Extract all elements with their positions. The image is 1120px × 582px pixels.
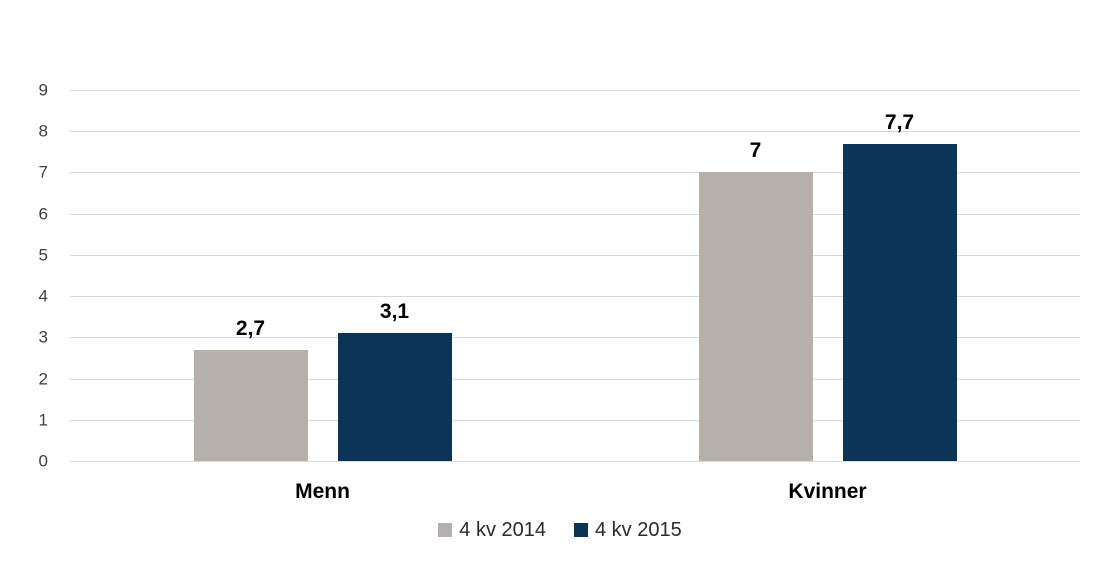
bar-4-kv-2015-kvinner — [842, 143, 957, 461]
gridline — [70, 90, 1080, 91]
legend-swatch-icon — [438, 523, 453, 537]
x-axis-category-labels: Menn Kvinner — [70, 480, 1080, 506]
gridline — [70, 419, 1080, 421]
gridline — [70, 172, 1080, 174]
y-axis-tick-label: 3 — [38, 327, 48, 347]
gridline — [70, 254, 1080, 256]
y-axis-tick-label: 8 — [38, 121, 48, 141]
y-axis-tick-label: 7 — [38, 162, 48, 182]
bar-4-kv-2015-menn — [337, 333, 452, 461]
legend-label: 4 kv 2014 — [459, 519, 546, 541]
data-label-4-kv-2014-menn: 2,7 — [235, 316, 266, 340]
data-label-4-kv-2015-kvinner: 7,7 — [884, 110, 915, 134]
gridline — [70, 213, 1080, 215]
legend: 4 kv 2014 4 kv 2015 — [0, 520, 1120, 540]
legend-item-4-kv-2015: 4 kv 2015 — [574, 520, 682, 540]
data-label-4-kv-2014-kvinner: 7 — [749, 139, 762, 163]
gridline — [70, 296, 1080, 298]
legend-item-4-kv-2014: 4 kv 2014 — [438, 520, 546, 540]
bar-4-kv-2014-menn — [193, 349, 308, 461]
y-axis-tick-label: 0 — [38, 451, 48, 471]
y-axis-tick-label: 4 — [38, 286, 48, 306]
y-axis-tick-label: 9 — [38, 80, 48, 100]
gridline — [70, 131, 1080, 133]
bar-4-kv-2014-kvinner — [698, 172, 813, 461]
category-label-menn: Menn — [295, 480, 350, 503]
plot-area: 2,7 3,1 7 7,7 — [70, 90, 1080, 462]
y-axis-tick-label: 2 — [38, 369, 48, 389]
legend-swatch-icon — [574, 523, 588, 537]
gridline — [70, 337, 1080, 339]
gridline — [70, 461, 1080, 462]
gridline — [70, 378, 1080, 380]
y-axis-tick-label: 1 — [38, 410, 48, 430]
y-axis-tick-label: 5 — [38, 245, 48, 265]
data-label-4-kv-2015-menn: 3,1 — [379, 300, 410, 324]
y-axis: 0 1 2 3 4 5 6 7 8 9 — [0, 82, 48, 470]
legend-label: 4 kv 2015 — [595, 519, 682, 541]
y-axis-tick-label: 6 — [38, 204, 48, 224]
category-label-kvinner: Kvinner — [788, 480, 867, 503]
